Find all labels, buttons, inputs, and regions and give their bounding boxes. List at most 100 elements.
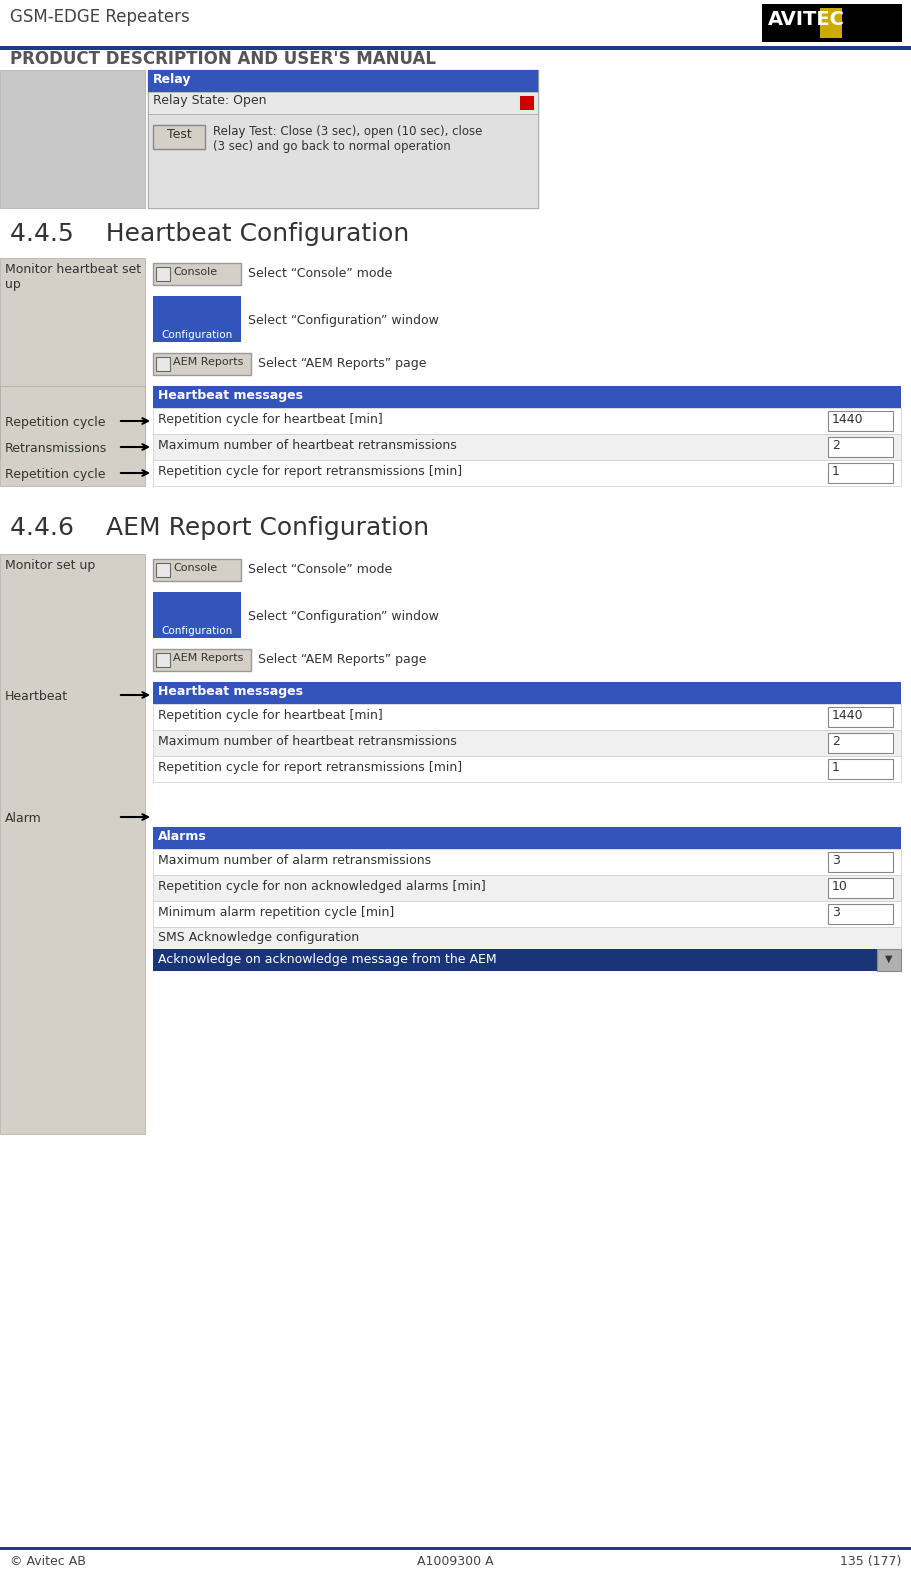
Text: Monitor heartbeat set
up: Monitor heartbeat set up [5,264,141,291]
Bar [153,926,901,949]
Text: Select “Configuration” window: Select “Configuration” window [248,610,439,623]
Bar [153,386,901,408]
Text: Repetition cycle for heartbeat [min]: Repetition cycle for heartbeat [min] [158,709,383,721]
Bar [0,46,911,49]
Bar [828,852,893,872]
Bar [153,826,901,849]
Bar [828,412,893,431]
Text: Relay State: Open: Relay State: Open [153,94,267,106]
Bar [762,5,902,41]
Text: Repetition cycle for report retransmissions [min]: Repetition cycle for report retransmissi… [158,466,462,478]
Text: 3: 3 [832,906,840,918]
Text: Heartbeat messages: Heartbeat messages [158,685,303,698]
Text: 4.4.5    Heartbeat Configuration: 4.4.5 Heartbeat Configuration [10,222,409,246]
Text: Maximum number of heartbeat retransmissions: Maximum number of heartbeat retransmissi… [158,439,456,451]
Bar [156,267,170,281]
Text: Configuration: Configuration [161,331,232,340]
Text: Console: Console [173,267,217,276]
Text: Relay Test: Close (3 sec), open (10 sec), close
(3 sec) and go back to normal op: Relay Test: Close (3 sec), open (10 sec)… [213,126,483,153]
Bar [0,1548,911,1589]
Bar [0,555,145,1135]
Text: © Avitec AB: © Avitec AB [10,1556,86,1568]
Text: 1440: 1440 [832,413,864,426]
Text: Alarms: Alarms [158,829,207,844]
Text: 4.4.6    AEM Report Configuration: 4.4.6 AEM Report Configuration [10,516,429,540]
Bar [153,849,901,876]
Text: AEM Reports: AEM Reports [173,653,243,663]
Bar [153,459,901,486]
Bar [520,95,534,110]
Bar [828,760,893,779]
Bar [153,296,241,342]
Bar [156,563,170,577]
Text: 1: 1 [832,761,840,774]
Bar [153,682,901,704]
Text: Select “Configuration” window: Select “Configuration” window [248,315,439,327]
Text: 10: 10 [832,880,848,893]
Bar [0,70,145,208]
Bar [153,593,241,639]
Text: Select “Console” mode: Select “Console” mode [248,267,393,280]
Text: Maximum number of heartbeat retransmissions: Maximum number of heartbeat retransmissi… [158,736,456,748]
Bar [828,904,893,923]
Bar [828,462,893,483]
Bar [820,8,842,38]
Text: Relay: Relay [153,73,191,86]
Text: AEM Reports: AEM Reports [173,358,243,367]
Bar [153,648,251,671]
Text: 1440: 1440 [832,709,864,721]
Bar [0,1548,911,1549]
Bar [877,949,901,971]
Text: SMS Acknowledge configuration: SMS Acknowledge configuration [158,931,359,944]
Text: Heartbeat messages: Heartbeat messages [158,389,303,402]
Bar [148,70,538,208]
Bar [153,876,901,901]
Text: 2: 2 [832,439,840,451]
Bar [148,114,538,208]
Text: Maximum number of alarm retransmissions: Maximum number of alarm retransmissions [158,853,431,868]
Text: A1009300 A: A1009300 A [416,1556,494,1568]
Bar [828,437,893,458]
Text: Repetition cycle: Repetition cycle [5,416,106,429]
Text: Retransmissions: Retransmissions [5,442,107,454]
Text: 135 (177): 135 (177) [840,1556,901,1568]
Bar [153,434,901,459]
Text: Acknowledge on acknowledge message from the AEM: Acknowledge on acknowledge message from … [158,953,496,966]
Bar [148,92,538,114]
Bar [0,257,145,458]
Bar [153,901,901,926]
Text: Heartbeat: Heartbeat [5,690,68,702]
Text: Console: Console [173,563,217,574]
Text: Alarm: Alarm [5,812,42,825]
Bar [153,704,901,729]
Text: Minimum alarm repetition cycle [min]: Minimum alarm repetition cycle [min] [158,906,394,918]
Text: 3: 3 [832,853,840,868]
Text: GSM-EDGE Repeaters: GSM-EDGE Repeaters [10,8,189,25]
Text: 2: 2 [832,736,840,748]
Bar [828,707,893,728]
Bar [153,353,251,375]
Text: 1: 1 [832,466,840,478]
Text: Repetition cycle for heartbeat [min]: Repetition cycle for heartbeat [min] [158,413,383,426]
Text: Repetition cycle for report retransmissions [min]: Repetition cycle for report retransmissi… [158,761,462,774]
Bar [153,949,877,971]
Bar [153,756,901,782]
Bar [828,879,893,898]
Bar [148,70,538,92]
Text: Test: Test [167,129,191,141]
Bar [0,386,145,486]
Bar [153,126,205,149]
Bar [153,264,241,284]
Text: Configuration: Configuration [161,626,232,636]
Text: Select “AEM Reports” page: Select “AEM Reports” page [258,358,426,370]
Bar [153,729,901,756]
Text: Repetition cycle for non acknowledged alarms [min]: Repetition cycle for non acknowledged al… [158,880,486,893]
Text: Monitor set up: Monitor set up [5,559,96,572]
Bar [153,408,901,434]
Bar [156,653,170,667]
Text: ▼: ▼ [885,953,893,965]
Text: Repetition cycle: Repetition cycle [5,469,106,481]
Text: Select “AEM Reports” page: Select “AEM Reports” page [258,653,426,666]
Text: AVITEC: AVITEC [768,10,845,29]
Text: Select “Console” mode: Select “Console” mode [248,563,393,575]
